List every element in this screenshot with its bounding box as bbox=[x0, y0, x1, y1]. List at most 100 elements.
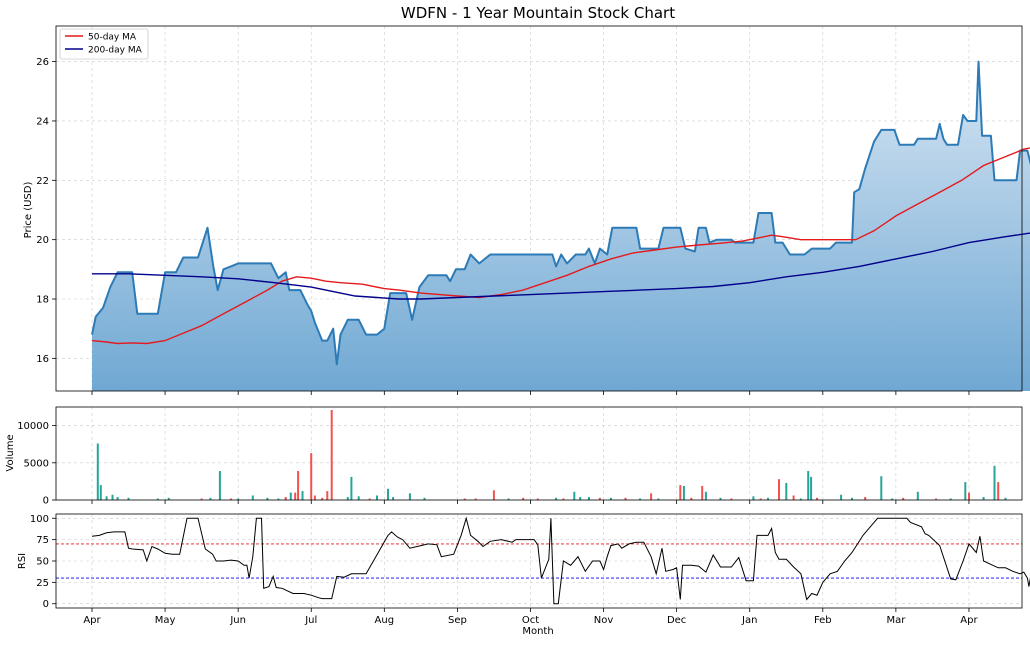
price-axis-label: Price (USD) bbox=[23, 182, 34, 239]
price-tick-label: 16 bbox=[36, 354, 49, 365]
volume-bar bbox=[555, 497, 558, 500]
volume-bar bbox=[880, 476, 883, 500]
rsi-panel-frame bbox=[55, 513, 1023, 609]
volume-bar bbox=[507, 498, 510, 500]
price-tick-label: 24 bbox=[36, 116, 49, 127]
volume-bar bbox=[785, 482, 788, 500]
volume-bar bbox=[935, 498, 938, 500]
volume-panel-frame bbox=[55, 406, 1023, 501]
volume-bar bbox=[810, 476, 813, 500]
x-tick-label: Mar bbox=[886, 615, 906, 626]
volume-bar bbox=[730, 498, 733, 500]
volume-bar bbox=[851, 497, 853, 500]
volume-bar bbox=[657, 498, 660, 500]
volume-bar bbox=[127, 497, 130, 500]
x-tick-label: Feb bbox=[814, 615, 832, 626]
volume-bar bbox=[209, 497, 212, 500]
volume-bar bbox=[573, 491, 576, 500]
x-tick-label: May bbox=[155, 615, 176, 626]
rsi-tick-label: 100 bbox=[30, 514, 49, 525]
volume-bar bbox=[997, 482, 1000, 500]
volume-bar bbox=[982, 497, 985, 500]
volume-bar bbox=[237, 498, 240, 500]
volume-bar bbox=[350, 476, 353, 500]
volume-bar bbox=[816, 497, 818, 500]
volume-bar bbox=[650, 493, 653, 500]
volume-bar bbox=[792, 495, 795, 500]
rsi-tick-label: 50 bbox=[36, 557, 49, 568]
volume-bar bbox=[229, 498, 232, 500]
volume-bar bbox=[310, 453, 313, 500]
volume-bar bbox=[423, 497, 426, 500]
x-tick-label: Dec bbox=[667, 615, 686, 626]
legend-label: 50-day MA bbox=[88, 33, 137, 43]
volume-bar bbox=[949, 498, 952, 500]
rsi-tick-label: 25 bbox=[36, 578, 49, 589]
volume-bar bbox=[96, 443, 99, 500]
chart-title: WDFN - 1 Year Mountain Stock Chart bbox=[401, 4, 675, 22]
volume-bar bbox=[682, 485, 685, 500]
rsi-axis-label: RSI bbox=[17, 553, 28, 569]
volume-bar bbox=[492, 490, 495, 500]
volume-bar bbox=[639, 498, 642, 500]
price-tick-label: 20 bbox=[36, 235, 49, 246]
volume-bar bbox=[701, 485, 704, 500]
volume-bar bbox=[778, 479, 780, 500]
volume-bar bbox=[679, 485, 682, 500]
x-tick-label: Jun bbox=[229, 615, 246, 626]
volume-bar bbox=[294, 492, 297, 500]
price-tick-label: 22 bbox=[36, 176, 49, 187]
volume-bar bbox=[474, 498, 477, 500]
volume-bar bbox=[579, 497, 582, 500]
volume-bar bbox=[301, 491, 304, 500]
x-tick-label: Apr bbox=[960, 615, 978, 626]
volume-bar bbox=[99, 485, 102, 500]
volume-bar bbox=[284, 497, 287, 500]
volume-bar bbox=[297, 471, 300, 500]
x-tick-label: Aug bbox=[375, 615, 395, 626]
volume-bar bbox=[156, 498, 159, 500]
volume-bar bbox=[993, 465, 996, 500]
volume-bar bbox=[522, 497, 525, 500]
volume-bar bbox=[321, 497, 324, 500]
volume-bar bbox=[902, 497, 905, 500]
volume-bar bbox=[690, 497, 693, 500]
volume-bar bbox=[767, 497, 769, 500]
rsi-tick-label: 0 bbox=[43, 599, 49, 610]
volume-axis-label: Volume bbox=[5, 434, 16, 471]
volume-bar bbox=[964, 482, 967, 500]
volume-bar bbox=[330, 410, 333, 500]
volume-bar bbox=[759, 498, 762, 500]
legend-label: 200-day MA bbox=[88, 46, 143, 56]
volume-bar bbox=[807, 471, 810, 500]
ma50-line bbox=[91, 147, 1030, 345]
volume-bar bbox=[840, 494, 843, 500]
volume-bar bbox=[463, 498, 466, 500]
volume-bar bbox=[387, 488, 389, 500]
x-tick-label: Jan bbox=[741, 615, 757, 626]
volume-tick-label: 0 bbox=[43, 496, 49, 507]
volume-bar bbox=[624, 497, 627, 500]
volume-bar bbox=[598, 497, 601, 500]
volume-bar bbox=[200, 498, 203, 500]
volume-bar bbox=[392, 497, 395, 500]
volume-tick-label: 5000 bbox=[24, 458, 49, 469]
volume-bar bbox=[289, 492, 292, 500]
volume-bar bbox=[562, 498, 565, 500]
volume-bar bbox=[167, 497, 170, 500]
volume-bar bbox=[326, 491, 329, 500]
volume-bar bbox=[105, 496, 108, 500]
rsi-line bbox=[91, 516, 1030, 605]
price-panel: 16 18 20 22 24 26 bbox=[36, 25, 1030, 395]
volume-bar bbox=[704, 491, 707, 500]
volume-bar bbox=[218, 471, 221, 500]
rsi-panel: 0 25 50 75 100 Apr May Jun Jul Aug Sep Oct Nov Dec Jan… bbox=[30, 513, 1030, 626]
volume-bar bbox=[277, 498, 280, 500]
rsi-tick-label: 75 bbox=[36, 535, 49, 546]
volume-bar bbox=[587, 497, 590, 500]
volume-bar bbox=[376, 495, 378, 500]
price-tick-label: 18 bbox=[36, 295, 49, 306]
volume-bar bbox=[111, 494, 114, 500]
volume-bar bbox=[346, 497, 349, 500]
